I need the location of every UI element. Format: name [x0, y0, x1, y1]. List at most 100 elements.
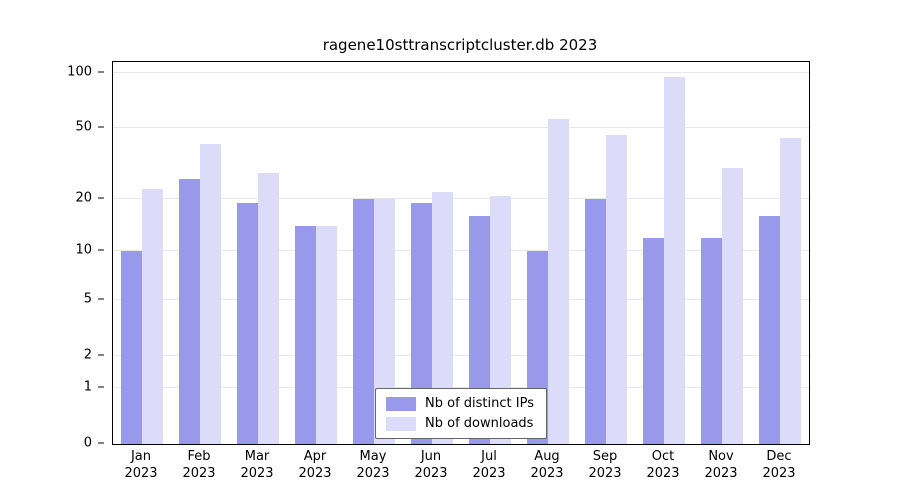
plot-area: Nb of distinct IPs Nb of downloads — [112, 61, 810, 445]
y-tick-mark — [98, 249, 104, 251]
gridline — [113, 250, 809, 252]
x-tick-month: Jun — [420, 449, 442, 464]
x-tick-year: 2023 — [182, 465, 216, 481]
bar-downloads-feb — [200, 143, 221, 444]
bar-downloads-jul — [490, 195, 511, 444]
x-tick-year: 2023 — [298, 465, 332, 481]
y-tick-mark — [98, 126, 104, 128]
bars — [113, 62, 809, 444]
gridline — [113, 387, 809, 389]
gridline — [113, 299, 809, 301]
bar-downloads-mar — [258, 173, 279, 444]
x-tick-year: 2023 — [762, 465, 796, 481]
legend-item-distinct-ips: Nb of distinct IPs — [386, 396, 534, 411]
bar-group-oct — [635, 62, 693, 444]
y-tick-label: 0 — [83, 435, 92, 451]
bar-distinct-ips-apr — [295, 226, 316, 444]
x-tick-label-may: May 2023 — [344, 449, 402, 483]
bar-distinct-ips-dec — [759, 216, 780, 444]
bar-group-apr — [287, 62, 345, 444]
x-tick-month: Aug — [534, 449, 560, 464]
x-tick-month: Nov — [708, 449, 734, 464]
bar-distinct-ips-may — [353, 199, 374, 444]
y-tick-mark — [98, 71, 104, 73]
x-tick-month: May — [359, 449, 387, 464]
x-tick-label-nov: Nov 2023 — [692, 449, 750, 483]
x-tick-year: 2023 — [646, 465, 680, 481]
y-tick-label: 20 — [75, 190, 92, 206]
legend-swatch-distinct-ips — [386, 396, 417, 411]
x-tick-year: 2023 — [240, 465, 274, 481]
x-tick-label-mar: Mar 2023 — [228, 449, 286, 483]
x-tick-month: Sep — [592, 449, 618, 464]
y-tick-mark — [98, 386, 104, 388]
y-tick-label: 10 — [75, 242, 92, 258]
x-tick-year: 2023 — [414, 465, 448, 481]
x-tick-month: Jan — [130, 449, 152, 464]
bar-distinct-ips-jul — [469, 216, 490, 444]
x-tick-year: 2023 — [356, 465, 390, 481]
bar-downloads-nov — [722, 168, 743, 444]
bar-group-dec — [751, 62, 809, 444]
x-tick-label-jan: Jan 2023 — [112, 449, 170, 483]
bar-group-may — [345, 62, 403, 444]
x-tick-label-feb: Feb 2023 — [170, 449, 228, 483]
bar-group-nov — [693, 62, 751, 444]
bar-group-feb — [171, 62, 229, 444]
bar-distinct-ips-jan — [121, 251, 142, 444]
bar-downloads-sep — [606, 134, 627, 444]
bar-distinct-ips-sep — [585, 199, 606, 444]
x-tick-year: 2023 — [472, 465, 506, 481]
chart-title: ragene10sttranscriptcluster.db 2023 — [322, 36, 598, 54]
x-tick-month: Feb — [187, 449, 211, 464]
bar-downloads-apr — [316, 226, 337, 444]
bar-downloads-jan — [142, 188, 163, 444]
x-tick-year: 2023 — [124, 465, 158, 481]
y-tick-label: 100 — [67, 64, 92, 80]
y-tick-label: 1 — [83, 379, 92, 395]
bar-group-jun — [403, 62, 461, 444]
y-tick-mark — [98, 298, 104, 300]
legend-swatch-downloads — [386, 416, 417, 431]
x-tick-label-apr: Apr 2023 — [286, 449, 344, 483]
legend: Nb of distinct IPs Nb of downloads — [375, 388, 547, 439]
x-axis-labels: Jan 2023 Feb 2023 Mar 2023 Apr 2023 May 2023 Jun 20… — [112, 449, 808, 483]
gridline — [113, 198, 809, 200]
x-tick-label-sep: Sep 2023 — [576, 449, 634, 483]
x-tick-month: Oct — [651, 449, 675, 464]
y-tick-label: 2 — [83, 347, 92, 363]
bar-downloads-may — [374, 199, 395, 444]
x-tick-month: Mar — [244, 449, 270, 464]
bar-group-aug — [519, 62, 577, 444]
gridline — [113, 354, 809, 356]
legend-label-downloads: Nb of downloads — [425, 416, 534, 431]
y-axis-ticks: 0 1 2 5 10 20 50 100 — [0, 61, 104, 450]
bar-downloads-dec — [780, 138, 801, 444]
bar-distinct-ips-feb — [179, 179, 200, 444]
y-tick-mark — [98, 354, 104, 356]
gridline — [113, 72, 809, 74]
bar-group-sep — [577, 62, 635, 444]
bar-group-jul — [461, 62, 519, 444]
bar-distinct-ips-oct — [643, 237, 664, 444]
bar-group-jan — [113, 62, 171, 444]
x-tick-month: Dec — [766, 449, 792, 464]
bar-distinct-ips-jun — [411, 203, 432, 444]
x-tick-label-aug: Aug 2023 — [518, 449, 576, 483]
x-tick-year: 2023 — [588, 465, 622, 481]
x-tick-label-jun: Jun 2023 — [402, 449, 460, 483]
gridlines — [113, 62, 809, 444]
y-tick-mark — [98, 442, 104, 444]
bar-distinct-ips-nov — [701, 237, 722, 444]
legend-item-downloads: Nb of downloads — [386, 416, 534, 431]
x-tick-year: 2023 — [530, 465, 564, 481]
bar-downloads-jun — [432, 192, 453, 444]
y-tick-label: 50 — [75, 119, 92, 135]
y-tick-label: 5 — [83, 291, 92, 307]
gridline — [113, 127, 809, 129]
x-tick-month: Apr — [303, 449, 327, 464]
bar-distinct-ips-mar — [237, 203, 258, 444]
legend-label-distinct-ips: Nb of distinct IPs — [425, 396, 534, 411]
x-tick-label-dec: Dec 2023 — [750, 449, 808, 483]
